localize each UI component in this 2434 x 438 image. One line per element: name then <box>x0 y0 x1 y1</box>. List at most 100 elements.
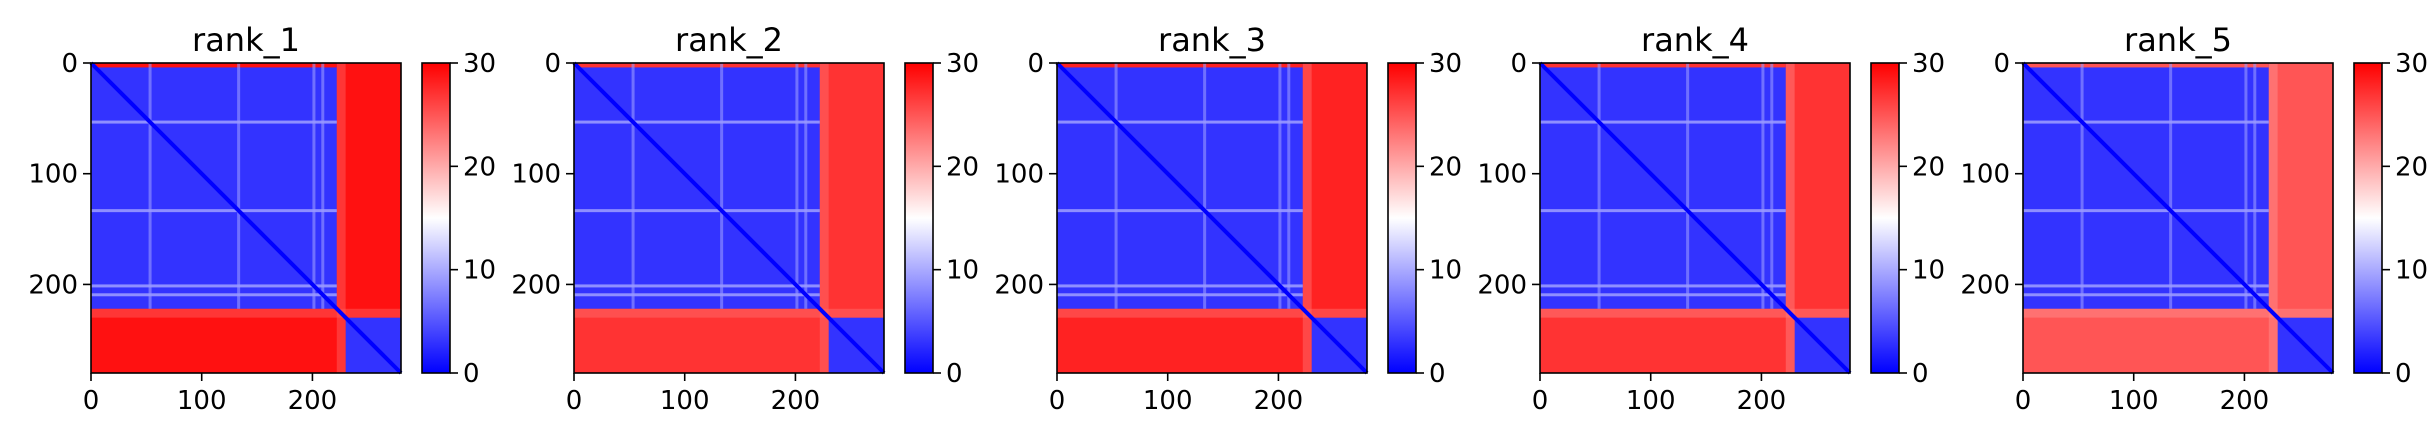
heatmap <box>89 61 403 375</box>
panel-rank_5: rank_5 0 100 200 0 100 200 0 10 20 30 <box>1960 21 2428 416</box>
panel-rank_1: rank_1 0 100 200 0 100 200 0 10 20 30 <box>28 21 496 416</box>
heatmap-stripe-v <box>1597 63 1601 309</box>
heatmap-stripe-v <box>1770 63 1774 309</box>
heatmap-stripe-v <box>2244 63 2248 309</box>
heatmap-stripe-h <box>91 293 337 297</box>
colorbar: 0 10 20 30 <box>1387 49 1462 389</box>
heatmap-stripe-h <box>2023 120 2269 124</box>
heatmap-stripe-v <box>1203 63 1207 309</box>
colorbar-tick-label: 30 <box>463 49 496 79</box>
heatmap-stripe-v <box>804 63 808 309</box>
y-tick-label: 100 <box>28 160 78 190</box>
y-tick-label: 200 <box>1477 270 1527 300</box>
heatmap-stripe-h <box>91 284 337 288</box>
y-tick-label: 100 <box>1477 160 1527 190</box>
chart-title: rank_5 <box>2124 21 2232 59</box>
colorbar-frame <box>1387 62 1417 374</box>
heatmap-nterm-strip-h <box>91 63 337 68</box>
y-tick-label: 100 <box>994 160 1044 190</box>
colorbar-tick-label: 0 <box>1912 359 1929 389</box>
heatmap-diagonal <box>89 61 403 375</box>
heatmap-stripe-h <box>2023 293 2269 297</box>
colorbar-frame <box>2353 62 2383 374</box>
colorbar-gradient <box>2354 63 2382 373</box>
heatmap-stripe-v <box>312 63 316 309</box>
panel-rank_4: rank_4 0 100 200 0 100 200 0 10 20 30 <box>1477 21 1945 416</box>
y-tick-label: 0 <box>1993 49 2010 79</box>
colorbar: 0 10 20 30 <box>1870 49 1945 389</box>
heatmap-stripe-v <box>2253 63 2257 309</box>
axes-frame <box>573 62 885 374</box>
colorbar-tick-label: 10 <box>1429 256 1462 286</box>
colorbar-tick-label: 20 <box>1429 152 1462 182</box>
colorbar-frame <box>904 62 934 374</box>
x-tick-label: 0 <box>1049 386 1066 416</box>
chart-title: rank_1 <box>192 21 300 59</box>
heatmap-stripe-h <box>1057 120 1303 124</box>
heatmap-stripe-h <box>1057 293 1303 297</box>
x-tick-label: 0 <box>2015 386 2032 416</box>
heatmap <box>2021 61 2335 375</box>
heatmap-diagonal <box>1538 61 1852 375</box>
heatmap-stripe-v <box>321 63 325 309</box>
panel-rank_2: rank_2 0 100 200 0 100 200 0 10 20 30 <box>511 21 979 416</box>
heatmap-stripe-h <box>574 120 820 124</box>
heatmap-linker-band-h <box>91 308 401 318</box>
heatmap-diagonal <box>1055 61 1369 375</box>
x-tick-label: 100 <box>660 386 710 416</box>
colorbar-tick-label: 20 <box>946 152 979 182</box>
heatmap-stripe-v <box>631 63 635 309</box>
heatmap-stripe-h <box>1057 209 1303 213</box>
heatmap-stripe-v <box>1278 63 1282 309</box>
heatmap-diagonal <box>2021 61 2335 375</box>
y-tick-label: 0 <box>544 49 561 79</box>
heatmap-linker-band-v <box>2268 63 2278 373</box>
heatmap-stripe-v <box>148 63 152 309</box>
heatmap-stripe-v <box>1761 63 1765 309</box>
colorbar-gradient <box>905 63 933 373</box>
heatmap-stripe-v <box>720 63 724 309</box>
heatmap-stripe-v <box>1686 63 1690 309</box>
x-tick-label: 200 <box>1254 386 1304 416</box>
chart-title: rank_4 <box>1641 21 1749 59</box>
colorbar: 0 10 20 30 <box>421 49 496 389</box>
x-tick-label: 0 <box>1532 386 1549 416</box>
heatmap-linker-band-h <box>2023 308 2333 318</box>
heatmap-stripe-h <box>574 293 820 297</box>
colorbar-tick-label: 10 <box>2395 256 2428 286</box>
heatmap-stripe-h <box>1540 209 1786 213</box>
heatmap-stripe-v <box>2080 63 2084 309</box>
panel-rank_3: rank_3 0 100 200 0 100 200 0 10 20 30 <box>994 21 1462 416</box>
heatmap-diagonal <box>572 61 886 375</box>
chart-title: rank_3 <box>1158 21 1266 59</box>
y-tick-label: 200 <box>994 270 1044 300</box>
heatmap-stripe-h <box>574 284 820 288</box>
colorbar-tick-label: 30 <box>1912 49 1945 79</box>
colorbar-gradient <box>1388 63 1416 373</box>
y-tick-label: 100 <box>511 160 561 190</box>
heatmap-stripe-h <box>1540 284 1786 288</box>
x-tick-label: 200 <box>1737 386 1787 416</box>
x-tick-label: 200 <box>2220 386 2270 416</box>
colorbar-tick-label: 30 <box>1429 49 1462 79</box>
heatmap-linker-band-h <box>1540 308 1850 318</box>
heatmap-stripe-h <box>1540 120 1786 124</box>
heatmap-stripe-v <box>2169 63 2173 309</box>
colorbar-frame <box>1870 62 1900 374</box>
heatmap-linker-band-v <box>819 63 829 373</box>
colorbar-tick-label: 0 <box>1429 359 1446 389</box>
axes-frame <box>1056 62 1368 374</box>
colorbar-tick-label: 20 <box>1912 152 1945 182</box>
x-tick-label: 200 <box>288 386 338 416</box>
y-tick-label: 0 <box>61 49 78 79</box>
axes-frame <box>1539 62 1851 374</box>
colorbar-gradient <box>422 63 450 373</box>
heatmap-linker-band-v <box>336 63 346 373</box>
x-tick-label: 0 <box>566 386 583 416</box>
heatmap-stripe-v <box>1114 63 1118 309</box>
x-tick-label: 200 <box>771 386 821 416</box>
heatmap <box>572 61 886 375</box>
heatmap-stripe-h <box>2023 209 2269 213</box>
colorbar-tick-label: 10 <box>946 256 979 286</box>
